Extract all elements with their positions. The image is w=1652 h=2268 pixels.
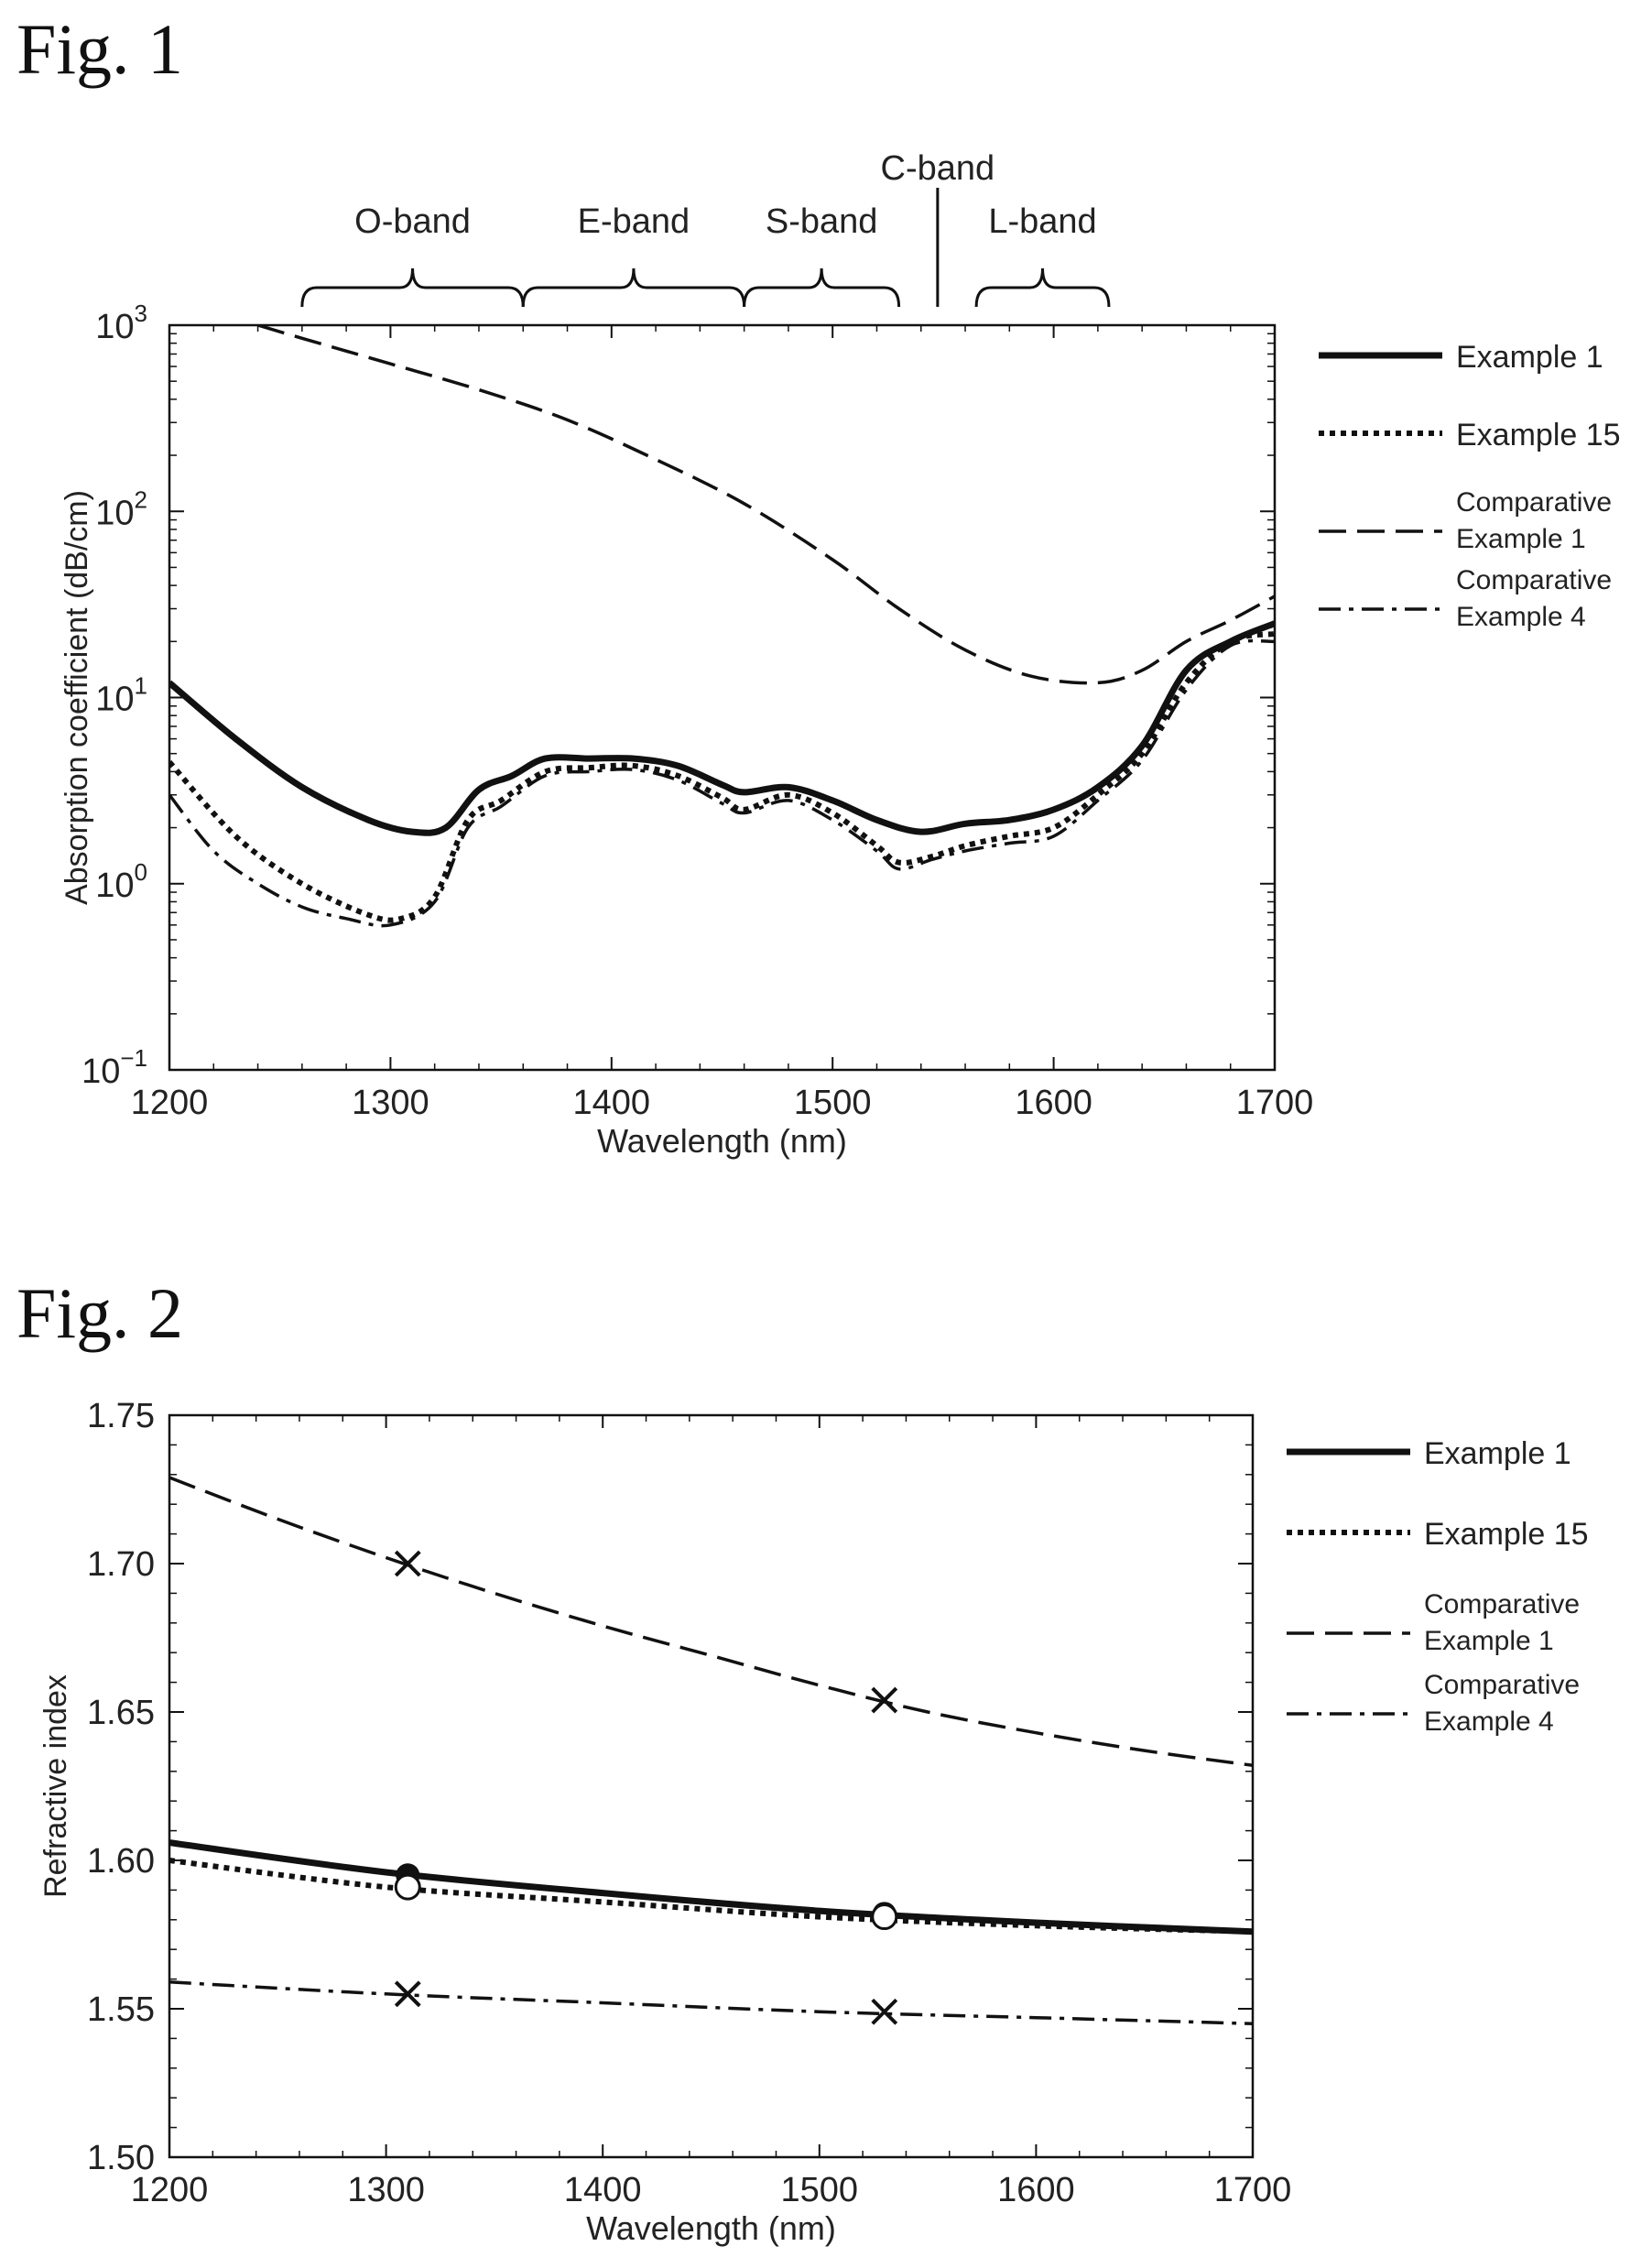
chart-2-series-example-15 bbox=[169, 1858, 1253, 1935]
chart-1-y-tick-label: 100 bbox=[95, 858, 147, 905]
chart-2-point-comparative-example-4 bbox=[871, 1998, 898, 2025]
band-label-s-band: S-band bbox=[766, 202, 878, 241]
chart-2-x-axis-label: Wavelength (nm) bbox=[586, 2209, 836, 2247]
chart-1-y-tick-label: 103 bbox=[95, 300, 147, 346]
chart-2-y-tick-label: 1.60 bbox=[87, 1842, 155, 1881]
chart-2-series-example-1 bbox=[169, 1839, 1253, 1935]
chart-2-y-tick-label: 1.65 bbox=[87, 1694, 155, 1732]
band-brace-l-band bbox=[974, 267, 1111, 308]
band-brace-e-band bbox=[521, 267, 746, 308]
chart-1-series-example-15 bbox=[169, 630, 1275, 923]
chart-2-x-tick-label: 1300 bbox=[347, 2171, 425, 2209]
chart-2-series bbox=[169, 1476, 1253, 2025]
chart-2-legend-item-comparative-example-4: Comparative Example 4 bbox=[1287, 1670, 1580, 1737]
band-brace-s-band bbox=[743, 267, 901, 308]
chart-2-axes: 1200 1300 1400 1500 1600 1700 Wavelength (nm) R… bbox=[38, 1397, 1291, 2247]
chart-2-x-tick-label: 1400 bbox=[564, 2171, 642, 2209]
chart-2-series-comparative-example-4 bbox=[169, 1980, 1253, 2025]
chart-1-axes: 1200 1300 1400 1500 1600 1700 Wavelength (nm) A… bbox=[60, 300, 1313, 1160]
chart-1-legend-item-comparative-example-4: Comparative Example 4 bbox=[1319, 565, 1612, 632]
chart-1-x-tick-label: 1500 bbox=[794, 1084, 872, 1122]
chart-2-legend-label: Example 4 bbox=[1424, 1706, 1554, 1737]
chart-1-y-tick-label: 10−1 bbox=[82, 1044, 147, 1091]
band-label-l-band: L-band bbox=[988, 202, 1096, 241]
band-brace-o-band bbox=[300, 267, 525, 308]
band-label-e-band: E-band bbox=[578, 202, 690, 241]
chart-2-series-comparative-example-1 bbox=[169, 1476, 1253, 1768]
chart-2-legend-label: Example 15 bbox=[1424, 1517, 1589, 1552]
chart-1-legend-label: Example 4 bbox=[1456, 602, 1586, 632]
chart-2-y-axis-label: Refractive index bbox=[38, 1674, 73, 1898]
chart-2-y-tick-label: 1.70 bbox=[87, 1545, 155, 1584]
chart-1-legend-item-comparative-example-1: Comparative Example 1 bbox=[1319, 487, 1612, 554]
chart-1-legend-label: Example 1 bbox=[1456, 524, 1586, 554]
chart-2-x-tick-label: 1600 bbox=[997, 2171, 1075, 2209]
chart-2-y-tick-label: 1.75 bbox=[87, 1397, 155, 1435]
chart-2-x-tick-label: 1500 bbox=[781, 2171, 859, 2209]
chart-2-x-tick-label: 1200 bbox=[131, 2171, 209, 2209]
chart-2-legend-item-example-15: Example 15 bbox=[1287, 1517, 1589, 1552]
chart-1-legend-item-example-15: Example 15 bbox=[1319, 418, 1621, 453]
band-label-c-band: C-band bbox=[881, 149, 995, 188]
figure-2: Fig. 2 1200 1300 1400 1500 1600 1700 Wavelengt… bbox=[16, 1273, 1589, 2247]
chart-1-y-tick-label: 101 bbox=[95, 672, 147, 719]
chart-2-x-tick-label: 1700 bbox=[1214, 2171, 1292, 2209]
chart-1-x-tick-label: 1200 bbox=[131, 1084, 209, 1122]
chart-1-x-tick-label: 1300 bbox=[352, 1084, 429, 1122]
chart-1-x-axis-label: Wavelength (nm) bbox=[597, 1122, 847, 1160]
chart-2-legend-label: Comparative bbox=[1424, 1670, 1580, 1700]
figure-1-label: Fig. 1 bbox=[16, 9, 183, 89]
chart-1-series bbox=[169, 325, 1275, 928]
chart-2-point-comparative-example-1 bbox=[871, 1686, 898, 1714]
band-label-o-band: O-band bbox=[354, 202, 471, 241]
chart-1-x-tick-label: 1700 bbox=[1236, 1084, 1314, 1122]
chart-1-legend-label: Example 1 bbox=[1456, 340, 1603, 375]
chart-1-series-comparative-example-4 bbox=[169, 638, 1275, 928]
chart-1-series-comparative-example-1 bbox=[257, 325, 1275, 685]
chart-2-legend-item-comparative-example-1: Comparative Example 1 bbox=[1287, 1589, 1580, 1656]
chart-2-point-comparative-example-4 bbox=[394, 1980, 421, 2008]
chart-2-legend-label: Example 1 bbox=[1424, 1626, 1554, 1656]
chart-2-legend-label: Example 1 bbox=[1424, 1436, 1571, 1471]
chart-1-y-axis-label: Absorption coefficient (dB/cm) bbox=[60, 490, 94, 905]
chart-2-plot-frame bbox=[168, 1413, 1255, 2159]
chart-1-series-example-1 bbox=[169, 620, 1275, 836]
chart-1-x-tick-label: 1400 bbox=[573, 1084, 651, 1122]
chart-1-legend-label: Example 15 bbox=[1456, 418, 1621, 453]
chart-2-y-tick-label: 1.55 bbox=[87, 1990, 155, 2029]
chart-2-legend-item-example-1: Example 1 bbox=[1287, 1436, 1571, 1471]
chart-2-point-comparative-example-1 bbox=[394, 1550, 421, 1577]
chart-2-point-example-15 bbox=[394, 1873, 421, 1901]
chart-1-plot-frame bbox=[168, 323, 1277, 1072]
chart-2-point-example-15 bbox=[871, 1903, 898, 1931]
chart-1-legend-label: Comparative bbox=[1456, 565, 1612, 595]
chart-2-legend-label: Comparative bbox=[1424, 1589, 1580, 1619]
chart-1-legend-label: Comparative bbox=[1456, 487, 1612, 518]
chart-1-y-tick-label: 102 bbox=[95, 485, 147, 532]
chart-1-legend-item-example-1: Example 1 bbox=[1319, 340, 1603, 375]
chart-1-x-tick-label: 1600 bbox=[1015, 1084, 1092, 1122]
figure-2-label: Fig. 2 bbox=[16, 1273, 183, 1353]
chart-2-y-tick-label: 1.50 bbox=[87, 2139, 155, 2177]
